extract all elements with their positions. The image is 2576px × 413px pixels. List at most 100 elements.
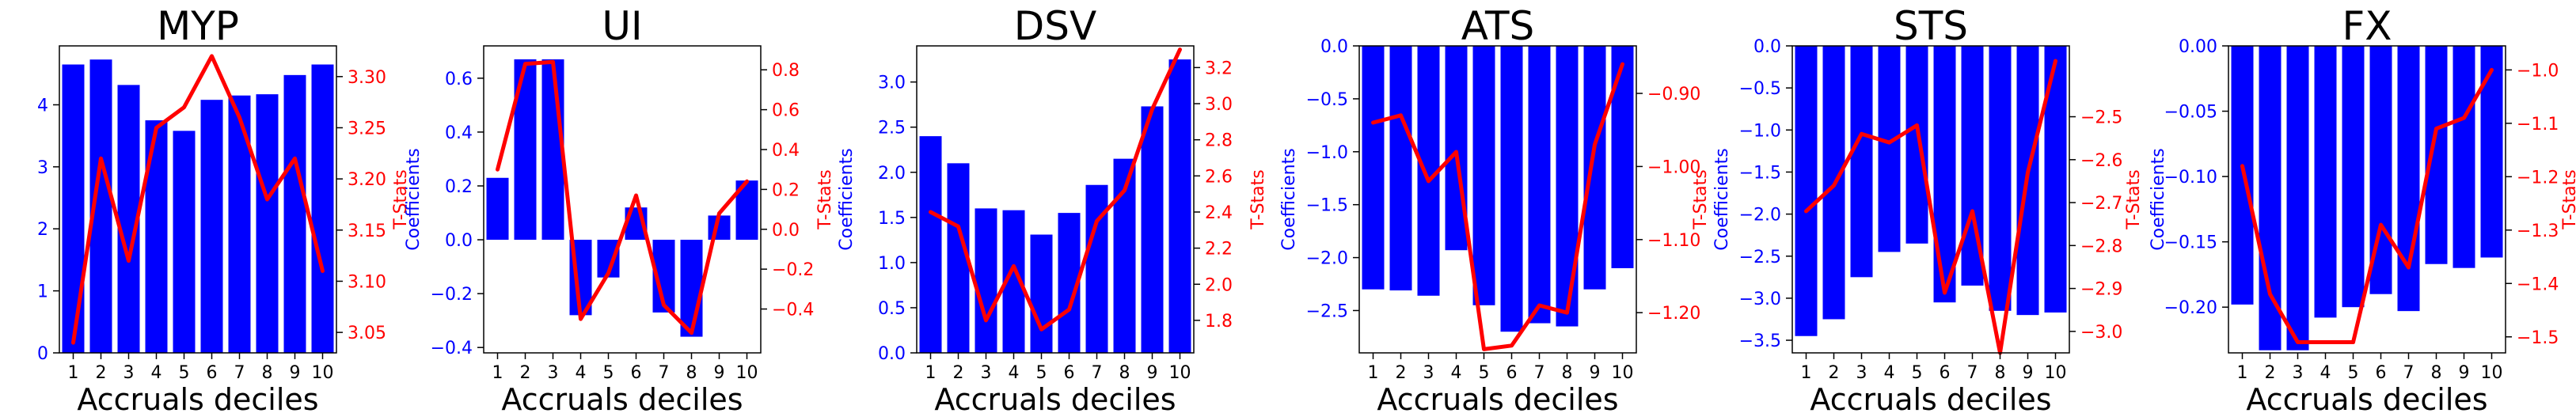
- y-tick-label: −0.5: [1739, 79, 1781, 99]
- x-tick-label: 5: [179, 363, 190, 383]
- y2-axis-label: T-Stats: [2560, 169, 2576, 230]
- y-tick-label: 2.5: [878, 119, 906, 138]
- chart-panel-fx: 1 2 3 4 5 6 7 8 9 10 −0.20 −0.15 −0.10 −0.05 0.00 −1.5 −…: [2149, 3, 2576, 413]
- y-tick-label: −0.10: [2164, 168, 2217, 188]
- x-tick-label: 2: [1829, 363, 1840, 383]
- y-axis-label: Coefficients: [2149, 148, 2168, 250]
- chart-panel-dsv: 1 2 3 4 5 6 7 8 9 10 0.0 0.5 1.0 1.5 2.0 2.5 3.0 1.8 2.0 2.…: [837, 3, 1268, 413]
- y-tick-label: −0.5: [1306, 90, 1348, 110]
- x-tick-label: 3: [123, 363, 135, 383]
- y2-tick-label: 2.0: [1205, 275, 1233, 295]
- y-axis-label: Coefficients: [404, 148, 424, 250]
- y-tick-label: 0.5: [878, 299, 906, 319]
- y-tick-label: −1.0: [1739, 121, 1781, 141]
- y-tick-label: −1.5: [1739, 163, 1781, 183]
- x-tick-label: 2: [1396, 363, 1407, 383]
- x-axis-label: Accruals deciles: [501, 382, 743, 413]
- x-axis-label: Accruals deciles: [77, 382, 318, 413]
- x-tick-label: 9: [714, 363, 725, 383]
- y2-tick-label: 0.4: [772, 141, 800, 161]
- y-tick-label: 1.5: [878, 209, 906, 229]
- y2-tick-label: 3.05: [348, 324, 386, 343]
- bar: [2286, 46, 2309, 350]
- y2-tick-label: 0.2: [772, 180, 800, 200]
- x-tick-label: 6: [207, 363, 218, 383]
- t-stats-line: [1804, 59, 2057, 355]
- x-tick-label: 1: [68, 363, 79, 383]
- y2-tick-label: 0.6: [772, 101, 800, 121]
- y2-tick-label: −1.1: [2517, 115, 2559, 135]
- bar: [1528, 46, 1551, 324]
- x-tick-label: 3: [2293, 363, 2304, 383]
- plot-frame: [1358, 45, 1637, 354]
- y-tick-label: 1.0: [878, 254, 906, 274]
- y2-tick-label: −0.4: [772, 301, 814, 320]
- bar: [1795, 46, 1818, 336]
- y2-tick-label: −2.8: [2080, 237, 2122, 256]
- x-tick-label: 8: [1119, 363, 1130, 383]
- x-tick-label: 4: [2320, 363, 2331, 383]
- x-tick-label: 8: [686, 363, 697, 383]
- y-tick-label: 4: [37, 96, 48, 116]
- y2-tick-label: −1.3: [2517, 222, 2559, 241]
- bar: [1583, 46, 1606, 290]
- bar: [283, 74, 306, 354]
- y-tick-label: 0.2: [445, 177, 473, 197]
- bar: [256, 94, 279, 353]
- bar: [173, 131, 196, 353]
- bar: [2425, 46, 2448, 264]
- y-tick-label: 0.6: [445, 70, 473, 89]
- bar: [1989, 46, 2012, 311]
- chart-panel-myp: 1 2 3 4 5 6 7 8 9 10012343.053.103.153.203.253.30…: [37, 3, 411, 413]
- x-tick-label: 8: [1995, 363, 2006, 383]
- x-tick-label: 8: [1562, 363, 1573, 383]
- y-tick-label: 0.0: [878, 344, 906, 364]
- bar: [1168, 59, 1191, 353]
- x-tick-label: 1: [2237, 363, 2248, 383]
- bar: [2397, 46, 2420, 312]
- bar: [62, 64, 85, 354]
- bar: [200, 100, 223, 353]
- y2-tick-label: −1.5: [2517, 328, 2559, 348]
- y-tick-label: 1: [37, 282, 48, 302]
- y2-tick-label: −0.2: [772, 260, 814, 280]
- y-tick-label: 0.0: [1753, 37, 1781, 57]
- y2-tick-label: 2.2: [1205, 240, 1233, 260]
- x-axis-label: Accruals deciles: [1810, 382, 2051, 413]
- y2-axis-label: T-Stats: [815, 169, 835, 230]
- y2-tick-label: 3.10: [348, 272, 386, 292]
- y-tick-label: −2.0: [1739, 206, 1781, 225]
- bar: [919, 136, 942, 353]
- x-tick-label: 4: [1884, 363, 1895, 383]
- x-tick-label: 2: [953, 363, 964, 383]
- y-tick-label: −1.5: [1306, 196, 1348, 216]
- y2-tick-label: 0.8: [772, 61, 800, 81]
- x-tick-label: 8: [262, 363, 273, 383]
- plot-frame: [59, 45, 337, 354]
- bar: [1611, 46, 1634, 268]
- x-tick-label: 5: [603, 363, 614, 383]
- bar: [680, 240, 703, 337]
- x-tick-label: 1: [492, 363, 503, 383]
- t-stats-line: [2240, 67, 2494, 344]
- x-tick-label: 4: [576, 363, 587, 383]
- x-tick-label: 5: [2348, 363, 2359, 383]
- x-tick-label: 7: [1967, 363, 1978, 383]
- bar: [2453, 46, 2475, 268]
- bar: [975, 208, 997, 353]
- y2-tick-label: −1.2: [2517, 168, 2559, 188]
- chart-title: DSV: [1014, 3, 1096, 49]
- y2-tick-label: 3.2: [1205, 59, 1233, 78]
- y2-tick-label: −2.6: [2080, 151, 2122, 171]
- chart-panel-ui: 1 2 3 4 5 6 7 8 9 10 −0.4 −0.2 0.0 0.2 0.4 0.6 −0.4 −0.2 0…: [404, 3, 835, 413]
- x-tick-label: 10: [2481, 363, 2503, 383]
- y-tick-label: 0.0: [445, 231, 473, 251]
- bar: [2480, 46, 2503, 258]
- chart-title: MYP: [157, 3, 239, 49]
- y2-tick-label: 3.0: [1205, 95, 1233, 115]
- x-tick-label: 4: [1451, 363, 1462, 383]
- x-tick-label: 6: [1064, 363, 1075, 383]
- bar: [1141, 106, 1164, 354]
- x-tick-label: 1: [1801, 363, 1812, 383]
- t-stats-line: [496, 59, 749, 335]
